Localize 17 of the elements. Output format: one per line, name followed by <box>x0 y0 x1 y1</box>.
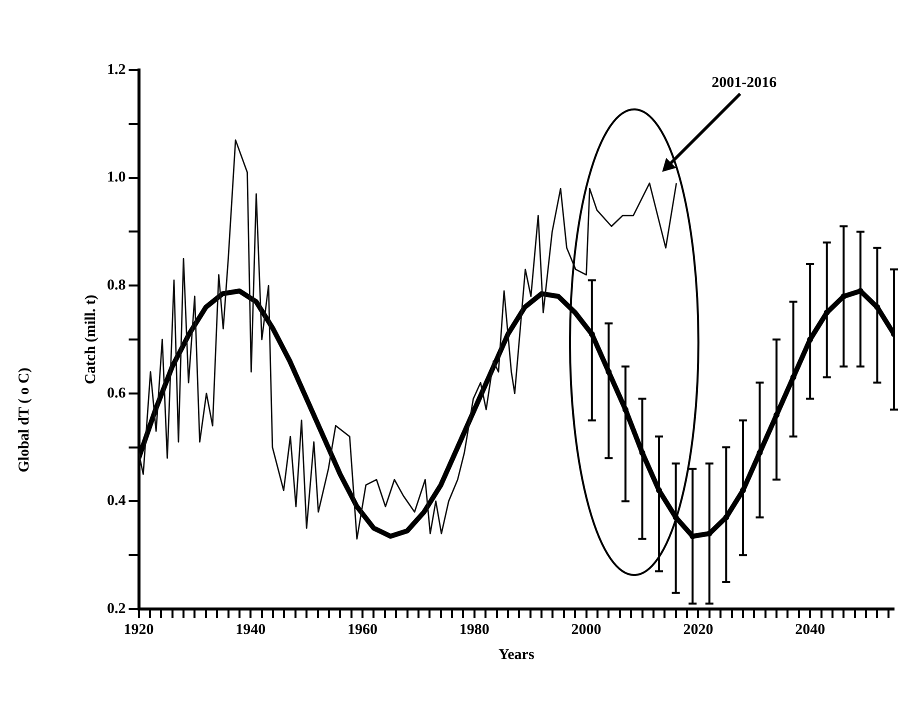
text: Global dT ( o C) <box>16 368 34 472</box>
y-tick-label: 0.6 <box>107 385 126 402</box>
x-tick-label: 1920 <box>124 622 154 638</box>
x-tick-label: 2040 <box>795 622 826 638</box>
y-tick-label: 1.2 <box>107 62 126 78</box>
y-axis-title: Catch (mill. t) <box>82 294 99 384</box>
x-tick-label: 2000 <box>571 622 602 638</box>
x-tick-label: 1980 <box>459 622 490 638</box>
y-tick-label: 0.2 <box>107 600 126 617</box>
y-tick-label: 0.4 <box>107 493 126 510</box>
x-tick-label: 1960 <box>348 622 378 638</box>
x-tick-label: 1940 <box>236 622 266 638</box>
annotation: 2001-2016 <box>712 74 777 92</box>
x-axis-title: Years <box>498 646 534 663</box>
y-tick-label: 0.8 <box>107 277 126 294</box>
y-tick-label: 1.0 <box>107 170 126 186</box>
x-tick-label: 2020 <box>683 622 714 638</box>
